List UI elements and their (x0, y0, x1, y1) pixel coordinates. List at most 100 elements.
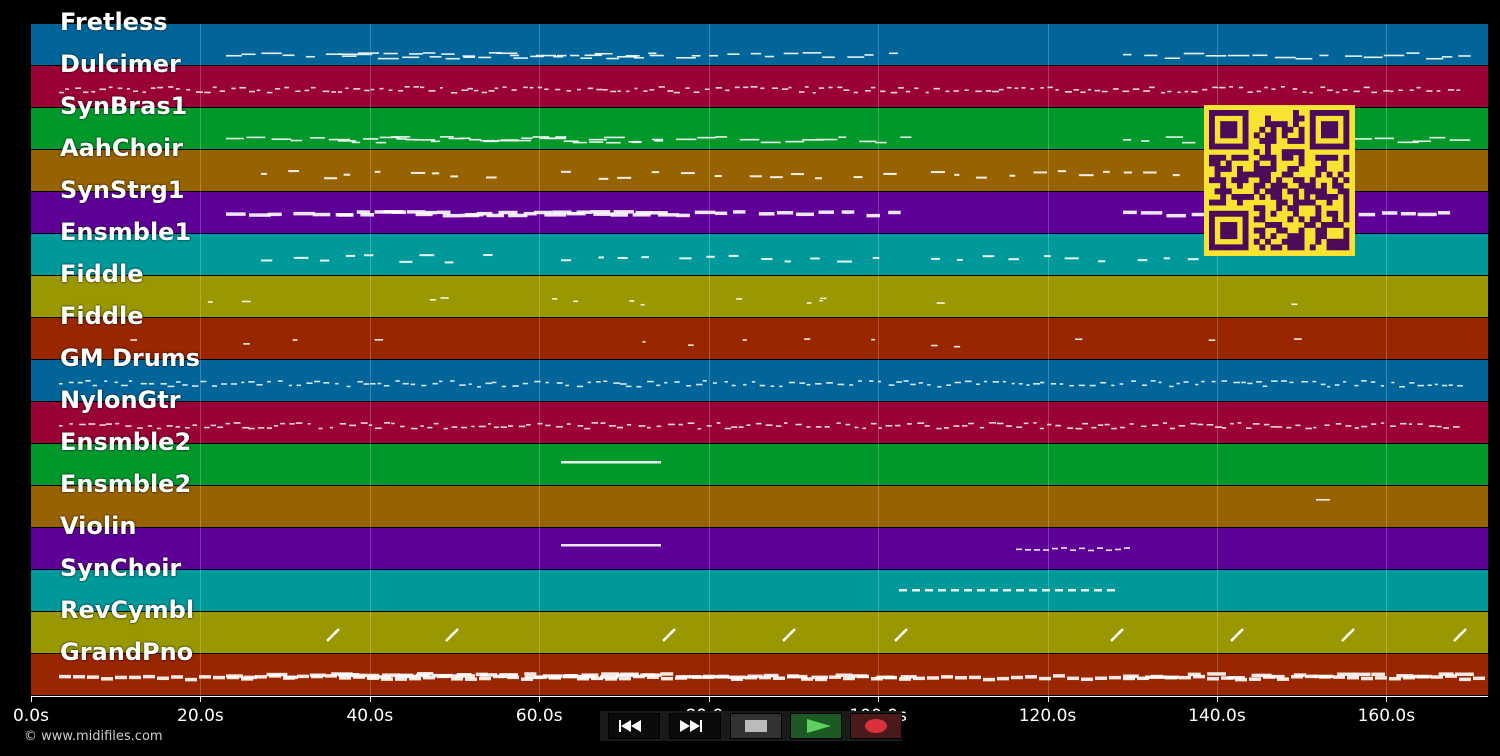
record-button[interactable] (850, 713, 902, 739)
note (297, 674, 309, 679)
note (415, 212, 433, 217)
note (337, 91, 343, 93)
note (1030, 88, 1034, 90)
note (59, 425, 63, 427)
note (1443, 427, 1449, 429)
note (1324, 424, 1330, 427)
note (267, 380, 271, 383)
track-row[interactable] (31, 444, 1488, 485)
note (1408, 423, 1413, 425)
note (576, 88, 581, 91)
note (544, 88, 549, 91)
track-row[interactable] (31, 276, 1488, 317)
play-button[interactable] (790, 713, 842, 739)
note (117, 87, 123, 90)
note (488, 52, 502, 54)
note (625, 54, 640, 57)
note (610, 90, 617, 93)
gridline (1047, 24, 1049, 696)
track-row[interactable] (31, 528, 1488, 569)
note (899, 589, 907, 592)
note (1033, 383, 1040, 385)
note (556, 425, 563, 428)
track-notes (261, 254, 1199, 264)
note (328, 138, 351, 141)
note (818, 87, 825, 89)
note (1080, 91, 1086, 94)
note (820, 297, 827, 300)
note (692, 675, 714, 679)
note (976, 383, 980, 386)
track-row[interactable] (31, 318, 1488, 359)
note (421, 384, 427, 387)
note (213, 675, 225, 680)
note (1441, 56, 1453, 58)
note (714, 175, 723, 178)
note (1106, 549, 1112, 552)
note (953, 90, 959, 92)
note (377, 57, 399, 60)
note (231, 87, 236, 90)
note (1069, 384, 1074, 387)
note (318, 427, 323, 430)
track-row[interactable] (31, 360, 1488, 401)
note (312, 212, 331, 217)
stop-button[interactable] (730, 713, 782, 739)
note (465, 677, 477, 681)
note (845, 423, 851, 426)
note (65, 88, 69, 90)
track-row[interactable] (31, 612, 1488, 653)
tick-label: 140.0s (1188, 706, 1246, 726)
note (404, 86, 410, 88)
track-row[interactable] (31, 402, 1488, 443)
note (664, 381, 668, 384)
note (429, 299, 436, 301)
note (841, 210, 855, 214)
note (1115, 548, 1121, 551)
rewind-button[interactable] (608, 713, 660, 739)
note (782, 628, 796, 642)
note (509, 54, 520, 57)
note (743, 383, 747, 386)
note (937, 385, 942, 388)
track-row[interactable] (31, 570, 1488, 611)
note (1067, 427, 1073, 429)
note (192, 424, 197, 426)
track-row[interactable] (31, 486, 1488, 527)
note (1169, 385, 1174, 388)
note (1264, 86, 1268, 89)
note (549, 676, 561, 680)
note (1320, 383, 1326, 386)
note (603, 380, 608, 383)
note (1374, 137, 1394, 140)
note (437, 674, 449, 679)
note (1081, 589, 1089, 592)
piano-roll[interactable] (31, 24, 1488, 696)
note (742, 339, 747, 341)
note (770, 385, 775, 388)
note (508, 213, 528, 218)
note (658, 86, 665, 88)
note (600, 422, 606, 424)
track-row[interactable] (31, 654, 1488, 695)
note (1047, 423, 1052, 426)
note (1091, 426, 1097, 429)
note (625, 385, 632, 388)
note (1011, 382, 1015, 385)
note (255, 675, 267, 679)
transport-controls (600, 711, 902, 741)
note (772, 87, 778, 90)
track-row[interactable] (31, 24, 1488, 65)
note (826, 382, 833, 384)
track-row[interactable] (31, 66, 1488, 107)
note (750, 52, 762, 55)
track-label: SynBras1 (60, 92, 188, 120)
fast-forward-button[interactable] (669, 713, 721, 739)
note (282, 54, 295, 57)
note (241, 381, 245, 384)
note (654, 140, 664, 142)
note (804, 86, 809, 88)
note (706, 255, 715, 258)
note (1177, 91, 1181, 94)
note (204, 91, 211, 94)
